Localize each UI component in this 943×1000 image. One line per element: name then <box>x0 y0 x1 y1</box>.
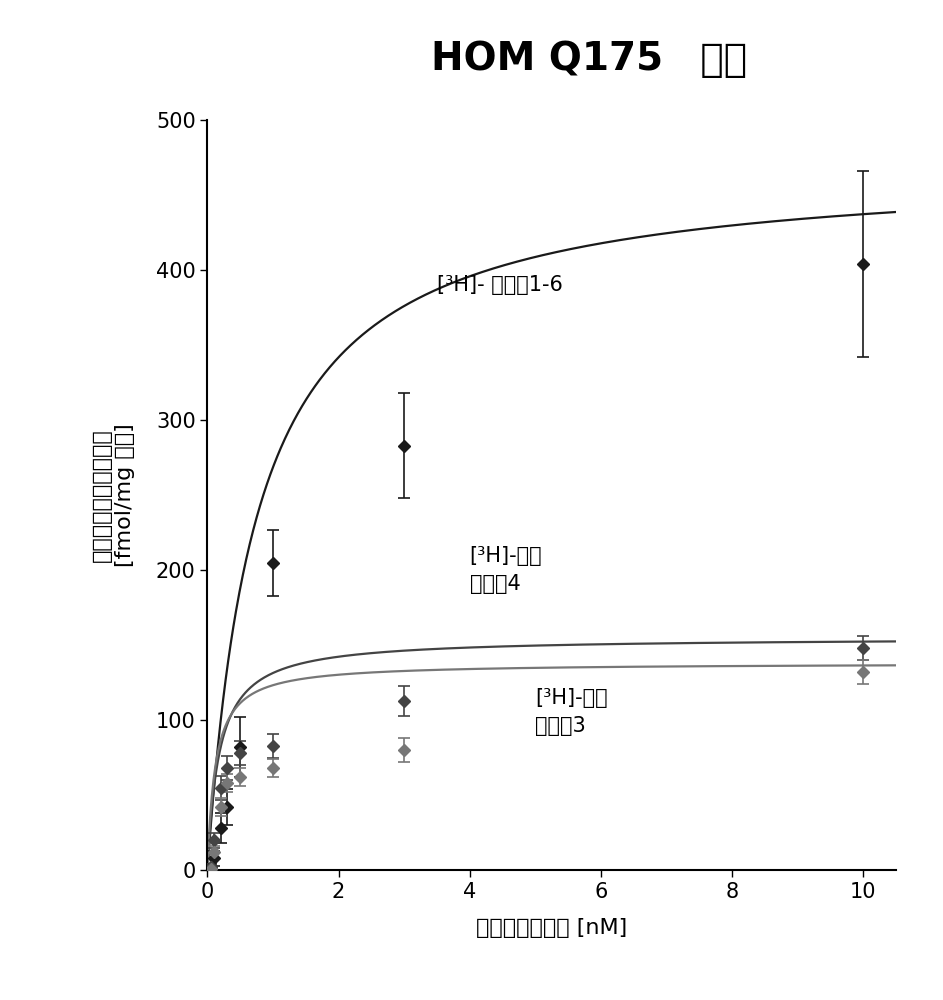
Text: 皮层: 皮层 <box>688 41 748 79</box>
X-axis label: 放射性配体浓度 [nM]: 放射性配体浓度 [nM] <box>476 918 627 938</box>
Text: [³H]- 化合物1-6: [³H]- 化合物1-6 <box>437 275 563 295</box>
Y-axis label: 特异性放射性配体结合
[fmol/mg 组织]: 特异性放射性配体结合 [fmol/mg 组织] <box>91 423 135 567</box>
Text: HOM Q175: HOM Q175 <box>431 41 663 79</box>
Text: [³H]-比较
化合物3: [³H]-比较 化合物3 <box>536 688 608 736</box>
Text: [³H]-比较
化合物4: [³H]-比较 化合物4 <box>470 546 542 594</box>
